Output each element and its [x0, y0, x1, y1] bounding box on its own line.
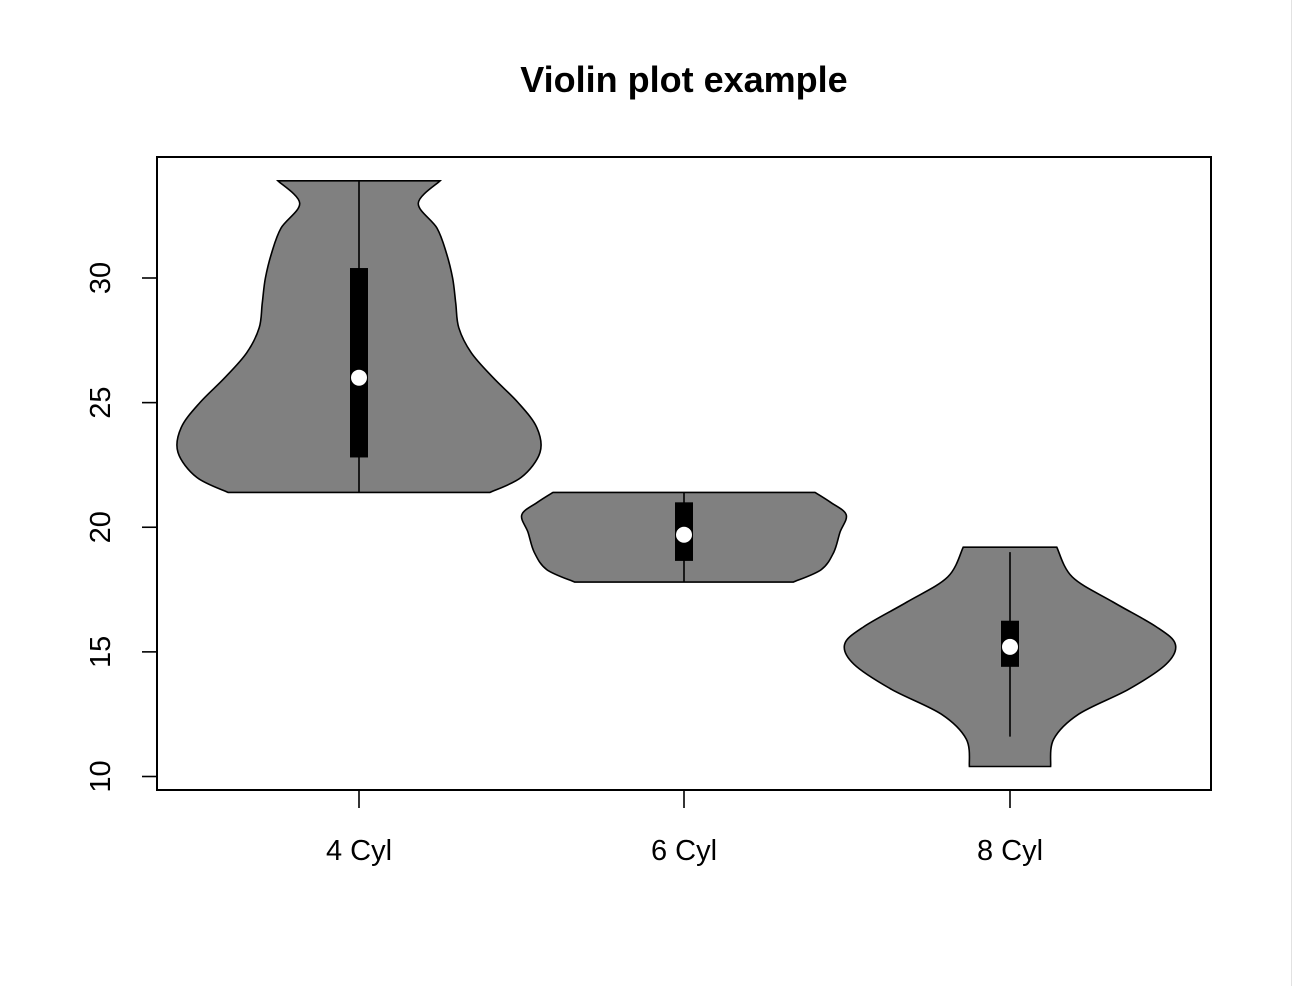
- violin-8-cyl: [843, 546, 1177, 768]
- violin-6-cyl: [520, 491, 848, 583]
- iqr-box-4-cyl: [350, 268, 368, 458]
- y-tick-label: 25: [85, 386, 117, 418]
- y-tick-label: 15: [85, 636, 117, 668]
- x-axis: 4 Cyl 6 Cyl 8 Cyl: [326, 789, 1043, 867]
- violin-4-cyl: [176, 180, 542, 494]
- chart-title: Violin plot example: [520, 59, 847, 100]
- y-tick-label: 10: [85, 760, 117, 792]
- median-point-6-cyl: [676, 526, 692, 543]
- window-edge-divider: [1291, 0, 1292, 986]
- y-axis: 10 15 20 25 30: [85, 262, 158, 793]
- x-tick-label: 6 Cyl: [651, 835, 717, 867]
- y-tick-label: 30: [85, 262, 117, 294]
- median-point-8-cyl: [1002, 638, 1018, 655]
- y-tick-label: 20: [85, 511, 117, 543]
- x-tick-label: 4 Cyl: [326, 835, 392, 867]
- violins-layer: [176, 180, 1177, 768]
- x-tick-label: 8 Cyl: [977, 835, 1043, 867]
- median-point-4-cyl: [351, 369, 367, 386]
